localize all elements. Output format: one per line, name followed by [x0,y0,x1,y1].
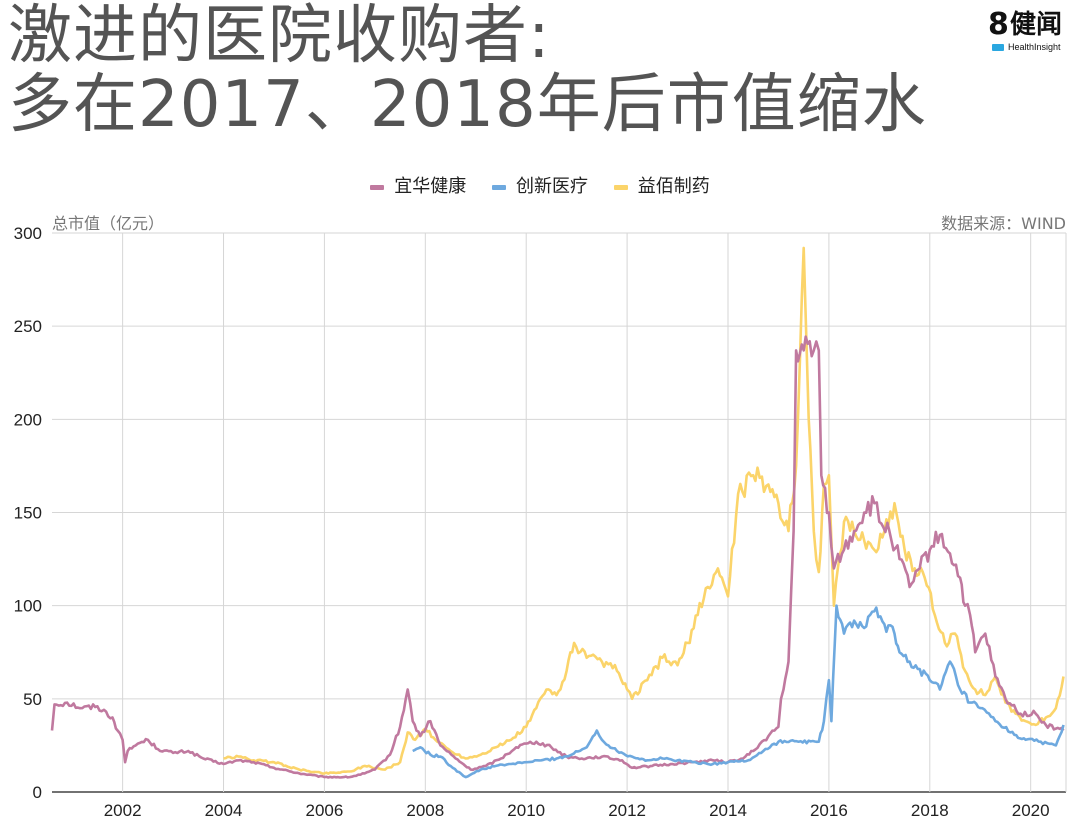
title-line-1: 激进的医院收购者: [8,0,551,73]
healthinsight-logo: 8 健闻 HealthInsight [986,6,1074,54]
x-tick-label: 2020 [1012,801,1050,820]
legend-swatch-yibai [613,184,628,190]
series-line-1 [412,604,1065,779]
y-tick-label: 100 [14,597,42,616]
y-tick-label: 250 [14,317,42,336]
x-tick-label: 2006 [306,801,344,820]
logo-mark: 8 [988,7,1009,42]
legend-swatch-chuangxin [492,184,506,190]
logo-en-text: HealthInsight [1008,42,1061,52]
x-tick-label: 2016 [810,801,848,820]
chart-legend: 宜华健康 创新医疗 益佰制药 [0,172,1080,198]
series-line-2 [223,246,1065,775]
x-tick-label: 2012 [608,801,646,820]
y-tick-label: 150 [14,504,42,523]
series-line-0 [50,335,1065,779]
logo-cn-text: 健闻 [1010,10,1063,40]
x-tick-label: 2014 [709,801,747,820]
x-tick-label: 2010 [507,801,545,820]
y-axis-label: 总市值（亿元） [52,214,165,233]
legend-label-yibai: 益佰制药 [637,176,710,197]
legend-item-chuangxin: 创新医疗 [492,172,588,198]
x-tick-label: 2002 [104,801,142,820]
x-tick-label: 2004 [205,801,243,820]
page-title: 激进的医院收购者: 多在2017、2018年后市值缩水 [8,2,927,140]
y-tick-label: 50 [23,690,42,709]
legend-label-chuangxin: 创新医疗 [516,176,588,197]
legend-item-yihua: 宜华健康 [370,172,466,198]
x-tick-label: 2018 [911,801,949,820]
x-tick-label: 2008 [406,801,444,820]
y-tick-label: 200 [14,410,42,429]
y-tick-label: 300 [14,224,42,243]
logo-badge-icon [992,44,1004,51]
legend-label-yihua: 宜华健康 [394,176,467,197]
legend-swatch-yihua [370,184,385,190]
legend-item-yibai: 益佰制药 [613,172,710,198]
source-note: 数据来源：WIND [941,214,1066,233]
title-line-2: 多在2017、2018年后市值缩水 [8,68,927,142]
y-tick-label: 0 [33,783,42,802]
